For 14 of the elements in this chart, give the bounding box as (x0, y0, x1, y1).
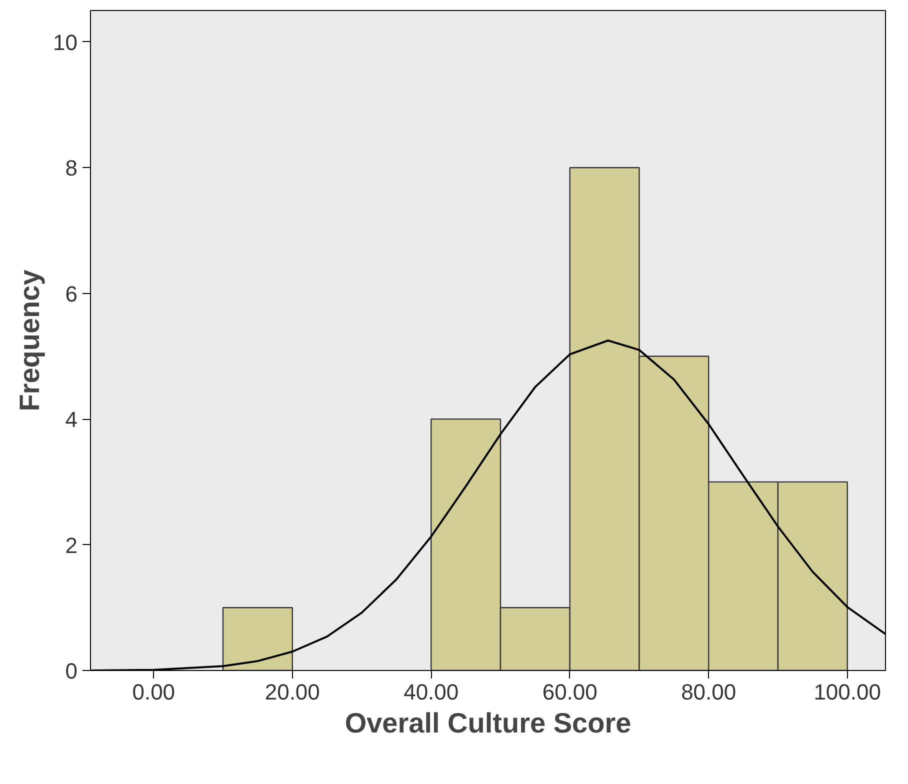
y-tick-label: 6 (65, 281, 78, 306)
x-tick-label: 60.00 (542, 680, 598, 704)
x-tick-label: 80.00 (681, 680, 736, 704)
y-tick-label: 10 (53, 30, 78, 55)
x-axis-title: Overall Culture Score (344, 708, 632, 738)
y-axis-title: Frequency (14, 269, 46, 412)
y-tick-label: 4 (65, 407, 78, 432)
y-tick-label: 8 (65, 156, 78, 181)
y-tick-label: 0 (65, 658, 78, 684)
x-tick-label: 100.00 (814, 680, 881, 704)
x-tick-label: 20.00 (264, 680, 320, 704)
y-tick-label: 2 (65, 532, 78, 558)
x-tick-label: 40.00 (404, 680, 459, 704)
x-tick-label: 0.00 (132, 680, 176, 704)
